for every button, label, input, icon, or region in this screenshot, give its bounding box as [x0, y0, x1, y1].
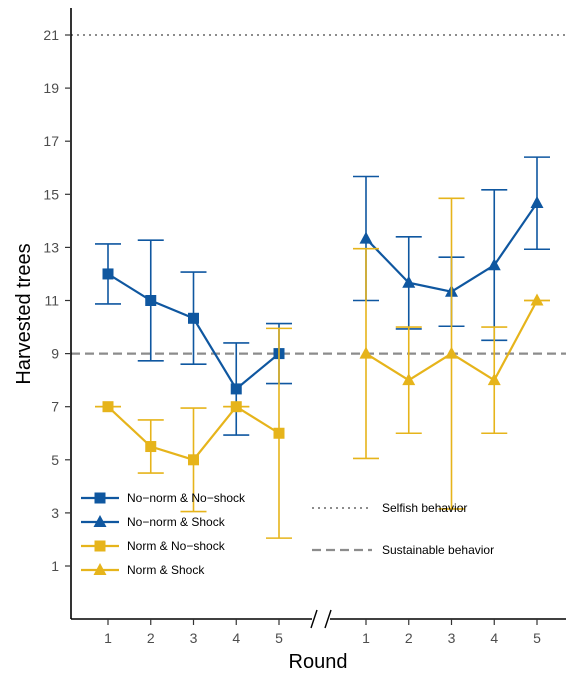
x-tick-label: 3	[190, 630, 198, 646]
data-point	[102, 268, 114, 280]
y-tick-label: 13	[43, 239, 59, 255]
legend-label: Selfish behavior	[382, 501, 467, 515]
legend-marker	[94, 492, 106, 504]
x-axis-title: Round	[289, 651, 348, 673]
data-point	[188, 454, 199, 466]
x-tick-label: 5	[533, 630, 541, 646]
series-0	[95, 239, 292, 436]
x-tick-label: 4	[232, 630, 240, 646]
legend-label: Sustainable behavior	[382, 543, 494, 557]
data-point	[530, 196, 544, 209]
data-point	[230, 401, 242, 413]
y-tick-label: 5	[51, 452, 59, 468]
data-point	[487, 373, 501, 386]
y-tick-label: 3	[51, 505, 59, 521]
y-tick-label: 9	[51, 346, 59, 362]
x-tick-label: 4	[490, 630, 498, 646]
y-axis-title: Harvested trees	[13, 243, 35, 384]
data-point	[402, 275, 416, 288]
legend-label: Norm & Shock	[127, 563, 205, 577]
data-point	[145, 295, 157, 306]
data-point	[188, 312, 199, 324]
legend-label: No−norm & No−shock	[127, 491, 246, 505]
y-tick-label: 19	[43, 80, 59, 96]
y-tick-label: 11	[44, 293, 59, 309]
y-tick-label: 7	[51, 399, 59, 415]
x-tick-label: 3	[448, 630, 456, 646]
data-point	[145, 441, 157, 453]
y-tick-label: 21	[43, 27, 59, 43]
series-3	[353, 197, 550, 510]
data-point	[230, 383, 242, 395]
data-point	[359, 231, 373, 244]
axis-break-mark-right	[324, 609, 332, 629]
legend-label: No−norm & Shock	[127, 515, 226, 529]
series-2	[95, 327, 292, 539]
legend-marker	[94, 540, 106, 552]
x-tick-label: 1	[104, 630, 112, 646]
x-tick-label: 5	[275, 630, 283, 646]
data-point	[530, 293, 544, 306]
axes	[70, 8, 566, 629]
y-tick-label: 15	[43, 186, 59, 202]
legend-marker	[93, 563, 107, 575]
axis-break-mark-left	[310, 609, 318, 629]
x-tick-label: 2	[405, 630, 413, 646]
data-series	[95, 156, 550, 539]
legend-label: Norm & No−shock	[127, 539, 226, 553]
y-tick-label: 17	[43, 133, 59, 149]
data-point	[402, 373, 416, 386]
data-point	[102, 401, 114, 413]
data-point	[487, 258, 501, 271]
data-point	[273, 427, 285, 439]
y-tick-label: 1	[51, 558, 59, 574]
x-tick-label: 1	[362, 630, 370, 646]
legend-marker	[93, 515, 107, 527]
reference-lines	[71, 34, 566, 355]
data-point	[359, 346, 373, 359]
x-tick-label: 2	[147, 630, 155, 646]
data-point	[445, 346, 458, 359]
legend: No−norm & No−shock No−norm & Shock Norm & …	[81, 491, 494, 577]
